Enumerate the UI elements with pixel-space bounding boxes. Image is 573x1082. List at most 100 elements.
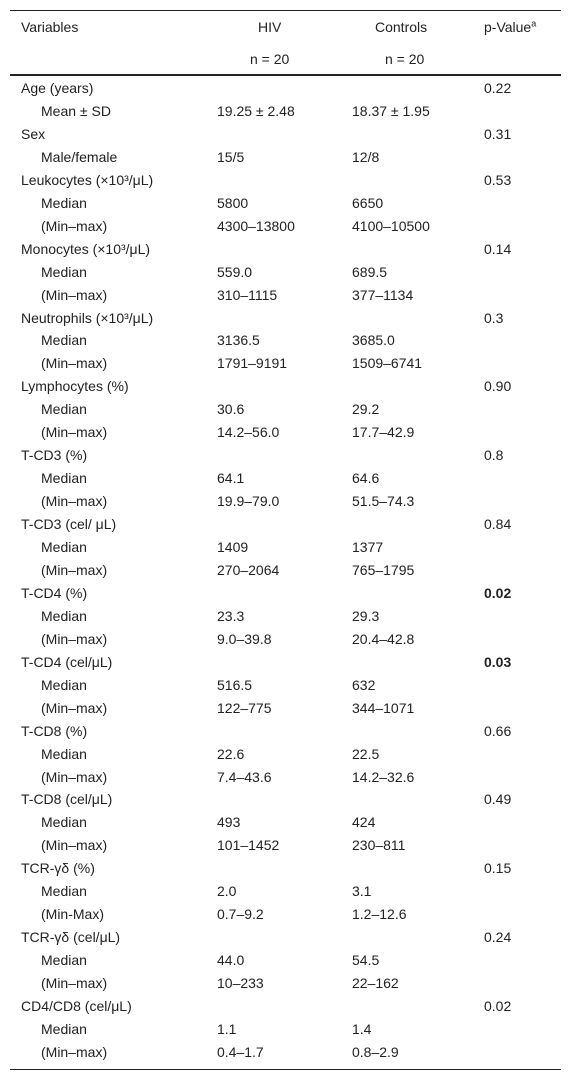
hiv-cell: 3136.5 <box>217 332 260 349</box>
p-value: 0.49 <box>484 791 512 808</box>
header-cell: Controls <box>375 19 428 35</box>
controls-cell: 765–1795 <box>352 561 415 578</box>
hiv-cell: 1791–9191 <box>217 355 288 372</box>
hiv-cell: 15/5 <box>217 148 245 165</box>
group-label: Neutrophils (×10³/μL) <box>21 309 154 326</box>
row-label: (Min–max) <box>41 699 108 716</box>
controls-cell: 3.1 <box>352 883 372 900</box>
hiv-cell: 310–1115 <box>217 286 278 303</box>
row-label: Median <box>41 263 87 280</box>
footnote-mark: a <box>531 18 537 29</box>
group-label: CD4/CD8 (cel/μL) <box>21 998 132 1014</box>
group-label: T-CD8 (cel/μL) <box>21 791 113 808</box>
row-label: Median <box>41 470 87 487</box>
row-label: (Min–max) <box>41 768 108 785</box>
group-label: TCR-γδ (%) <box>21 860 95 877</box>
row-label: Median <box>41 539 87 555</box>
row-label: Median <box>41 952 87 969</box>
p-value: 0.14 <box>484 240 512 257</box>
controls-cell: 230–811 <box>352 837 406 854</box>
p-value: 0.53 <box>484 171 512 188</box>
hiv-cell: 0.7–9.2 <box>217 906 264 923</box>
row-label: Median <box>41 332 87 349</box>
hiv-cell: 9.0–39.8 <box>217 630 272 647</box>
top-rule <box>10 10 561 11</box>
header-rule <box>10 74 561 76</box>
row-label: Mean ± SD <box>41 102 111 119</box>
p-value: 0.66 <box>484 722 512 739</box>
controls-cell: 51.5–74.3 <box>352 493 415 510</box>
group-label: Age (years) <box>21 80 94 96</box>
controls-cell: 1.4 <box>352 1020 372 1037</box>
row-label: Median <box>41 883 87 900</box>
hiv-cell: 493 <box>217 814 241 831</box>
row-label: Median <box>41 1020 87 1037</box>
p-value: 0.84 <box>484 516 512 533</box>
controls-cell: 632 <box>352 676 376 693</box>
row-label: (Min–max) <box>41 217 108 234</box>
controls-cell: 20.4–42.8 <box>352 630 415 647</box>
hiv-cell: 44.0 <box>217 952 245 969</box>
header-cell: Variables <box>21 19 79 35</box>
hiv-cell: 14.2–56.0 <box>217 424 280 441</box>
group-label: TCR-γδ (cel/μL) <box>21 929 121 946</box>
hiv-cell: 23.3 <box>217 607 245 624</box>
row-label: Median <box>41 607 87 624</box>
controls-cell: 3685.0 <box>352 332 395 349</box>
hiv-cell: 1409 <box>217 539 249 555</box>
p-value: 0.3 <box>484 309 504 326</box>
group-label: T-CD4 (cel/μL) <box>21 653 113 670</box>
p-value: 0.22 <box>484 80 512 96</box>
p-value: 0.8 <box>484 447 504 464</box>
hiv-cell: 19.9–79.0 <box>217 493 280 510</box>
controls-cell: 1509–6741 <box>352 355 423 372</box>
hiv-cell: 0.4–1.7 <box>217 1043 264 1060</box>
controls-cell: 1377 <box>352 539 384 555</box>
controls-cell: 6650 <box>352 194 384 211</box>
hiv-cell: 516.5 <box>217 676 253 693</box>
controls-cell: 14.2–32.6 <box>352 768 415 785</box>
controls-cell: 12/8 <box>352 148 380 165</box>
controls-cell: 54.5 <box>352 952 380 969</box>
hiv-cell: 22.6 <box>217 745 245 762</box>
controls-cell: 689.5 <box>352 263 388 280</box>
header-cell: HIV <box>258 19 282 35</box>
row-label: Median <box>41 814 87 831</box>
row-label: (Min–max) <box>41 286 108 303</box>
controls-cell: 29.3 <box>352 607 380 624</box>
controls-cell: 29.2 <box>352 401 380 418</box>
p-value: 0.24 <box>484 929 512 946</box>
controls-cell: 22–162 <box>352 975 399 992</box>
controls-cell: 344–1071 <box>352 699 415 716</box>
row-label: (Min–max) <box>41 493 108 510</box>
group-label: T-CD3 (cel/ μL) <box>21 516 117 533</box>
header-cell: p-Valuea <box>484 18 536 36</box>
controls-cell: 1.2–12.6 <box>352 906 407 923</box>
controls-cell: 4100–10500 <box>352 217 430 234</box>
hiv-cell: 1.1 <box>217 1020 237 1037</box>
group-label: Lymphocytes (%) <box>21 378 129 395</box>
controls-cell: 424 <box>352 814 376 831</box>
p-value: 0.02 <box>484 584 512 601</box>
row-label: (Min–max) <box>41 837 108 854</box>
row-label: Median <box>41 745 87 762</box>
header-cell: n = 20 <box>385 51 425 67</box>
row-label: Median <box>41 676 87 693</box>
row-label: Median <box>41 401 87 418</box>
group-label: T-CD8 (%) <box>21 722 88 739</box>
row-label: (Min–max) <box>41 975 108 992</box>
row-label: (Min–max) <box>41 630 108 647</box>
controls-cell: 377–1134 <box>352 286 414 303</box>
hiv-cell: 2.0 <box>217 883 237 900</box>
header-text: p-Value <box>484 19 532 35</box>
hiv-cell: 4300–13800 <box>217 217 295 234</box>
row-label: (Min-Max) <box>41 906 104 923</box>
p-value: 0.31 <box>484 125 512 142</box>
row-label: Median <box>41 194 87 211</box>
group-label: T-CD3 (%) <box>21 447 88 464</box>
hiv-cell: 559.0 <box>217 263 253 280</box>
row-label: (Min–max) <box>41 355 108 372</box>
row-label: (Min–max) <box>41 561 108 578</box>
hiv-cell: 122–775 <box>217 699 272 716</box>
